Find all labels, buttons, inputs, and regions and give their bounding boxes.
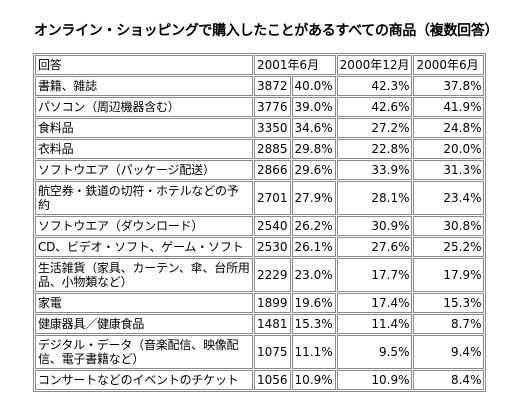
row-pct-2001: 10.9%: [291, 370, 336, 390]
row-pct-2000-dec: 30.9%: [336, 216, 413, 236]
row-pct-2000-dec: 27.6%: [336, 237, 413, 257]
row-pct-2001: 15.3%: [291, 314, 336, 334]
row-pct-2001: 40.0%: [291, 76, 336, 96]
table-row: CD、ビデオ・ソフト、ゲーム・ソフト 2530 26.1% 27.6% 25.2…: [35, 237, 485, 257]
table-row: 食料品 3350 34.6% 27.2% 24.8%: [35, 118, 485, 138]
row-pct-2000-jun: 41.9%: [413, 97, 485, 117]
row-pct-2000-jun: 37.8%: [413, 76, 485, 96]
row-pct-2001: 29.6%: [291, 160, 336, 180]
row-item: 生活雑貨（家具、カーテン、傘、台所用品、小物類など）: [35, 258, 253, 292]
row-pct-2000-jun: 31.3%: [413, 160, 485, 180]
row-count: 2885: [254, 139, 291, 159]
table-row: パソコン（周辺機器含む） 3776 39.0% 42.6% 41.9%: [35, 97, 485, 117]
row-count: 2540: [254, 216, 291, 236]
row-count: 1056: [254, 370, 291, 390]
row-pct-2001: 34.6%: [291, 118, 336, 138]
row-pct-2000-dec: 28.1%: [336, 181, 413, 215]
row-pct-2001: 23.0%: [291, 258, 336, 292]
row-item: 航空券・鉄道の切符・ホテルなどの予約: [35, 181, 253, 215]
page-title: オンライン・ショッピングで購入したことがあるすべての商品（複数回答）: [34, 23, 499, 39]
row-pct-2000-jun: 9.4%: [413, 335, 485, 369]
row-pct-2000-jun: 20.0%: [413, 139, 485, 159]
row-count: 1899: [254, 293, 291, 313]
row-item: ソフトウエア（パッケージ配送）: [35, 160, 253, 180]
row-pct-2001: 26.2%: [291, 216, 336, 236]
purchase-items-table: 回答 2001年6月 2000年12月 2000年6月 書籍、雑誌 3872 4…: [33, 53, 487, 392]
table-row: ソフトウエア（ダウンロード） 2540 26.2% 30.9% 30.8%: [35, 216, 485, 236]
table-row: 航空券・鉄道の切符・ホテルなどの予約 2701 27.9% 28.1% 23.4…: [35, 181, 485, 215]
table-row: 家電 1899 19.6% 17.4% 15.3%: [35, 293, 485, 313]
header-2000-dec: 2000年12月: [336, 55, 413, 75]
row-pct-2000-dec: 27.2%: [336, 118, 413, 138]
table-row: デジタル・データ（音楽配信、映像配信、電子書籍など） 1075 11.1% 9.…: [35, 335, 485, 369]
table-row: 健康器具／健康食品 1481 15.3% 11.4% 8.7%: [35, 314, 485, 334]
row-item: デジタル・データ（音楽配信、映像配信、電子書籍など）: [35, 335, 253, 369]
row-pct-2000-dec: 22.8%: [336, 139, 413, 159]
row-pct-2000-jun: 23.4%: [413, 181, 485, 215]
row-pct-2000-dec: 10.9%: [336, 370, 413, 390]
row-item: 書籍、雑誌: [35, 76, 253, 96]
row-pct-2000-dec: 11.4%: [336, 314, 413, 334]
row-count: 1075: [254, 335, 291, 369]
row-pct-2001: 27.9%: [291, 181, 336, 215]
table-header-row: 回答 2001年6月 2000年12月 2000年6月: [35, 55, 485, 75]
row-pct-2000-dec: 42.6%: [336, 97, 413, 117]
row-pct-2000-dec: 33.9%: [336, 160, 413, 180]
row-pct-2000-jun: 8.7%: [413, 314, 485, 334]
header-2000-jun: 2000年6月: [413, 55, 485, 75]
row-count: 3872: [254, 76, 291, 96]
row-pct-2000-jun: 15.3%: [413, 293, 485, 313]
row-pct-2001: 11.1%: [291, 335, 336, 369]
row-pct-2001: 26.1%: [291, 237, 336, 257]
row-pct-2000-jun: 17.9%: [413, 258, 485, 292]
row-item: 健康器具／健康食品: [35, 314, 253, 334]
row-item: CD、ビデオ・ソフト、ゲーム・ソフト: [35, 237, 253, 257]
table-row: 書籍、雑誌 3872 40.0% 42.3% 37.8%: [35, 76, 485, 96]
row-item: 家電: [35, 293, 253, 313]
row-count: 2530: [254, 237, 291, 257]
row-item: ソフトウエア（ダウンロード）: [35, 216, 253, 236]
row-pct-2001: 19.6%: [291, 293, 336, 313]
row-count: 3776: [254, 97, 291, 117]
row-count: 2229: [254, 258, 291, 292]
row-pct-2000-jun: 8.4%: [413, 370, 485, 390]
row-count: 1481: [254, 314, 291, 334]
row-item: コンサートなどのイベントのチケット: [35, 370, 253, 390]
row-item: 食料品: [35, 118, 253, 138]
row-pct-2000-jun: 30.8%: [413, 216, 485, 236]
header-item: 回答: [35, 55, 253, 75]
row-item: パソコン（周辺機器含む）: [35, 97, 253, 117]
row-count: 3350: [254, 118, 291, 138]
row-pct-2000-dec: 17.7%: [336, 258, 413, 292]
row-item: 衣料品: [35, 139, 253, 159]
row-pct-2000-dec: 42.3%: [336, 76, 413, 96]
header-2001-jun: 2001年6月: [254, 55, 336, 75]
row-pct-2001: 29.8%: [291, 139, 336, 159]
row-pct-2000-jun: 25.2%: [413, 237, 485, 257]
row-count: 2701: [254, 181, 291, 215]
row-count: 2866: [254, 160, 291, 180]
row-pct-2000-dec: 9.5%: [336, 335, 413, 369]
row-pct-2001: 39.0%: [291, 97, 336, 117]
table-row: 衣料品 2885 29.8% 22.8% 20.0%: [35, 139, 485, 159]
row-pct-2000-dec: 17.4%: [336, 293, 413, 313]
table-row: ソフトウエア（パッケージ配送） 2866 29.6% 33.9% 31.3%: [35, 160, 485, 180]
row-pct-2000-jun: 24.8%: [413, 118, 485, 138]
table-row: コンサートなどのイベントのチケット 1056 10.9% 10.9% 8.4%: [35, 370, 485, 390]
table-row: 生活雑貨（家具、カーテン、傘、台所用品、小物類など） 2229 23.0% 17…: [35, 258, 485, 292]
